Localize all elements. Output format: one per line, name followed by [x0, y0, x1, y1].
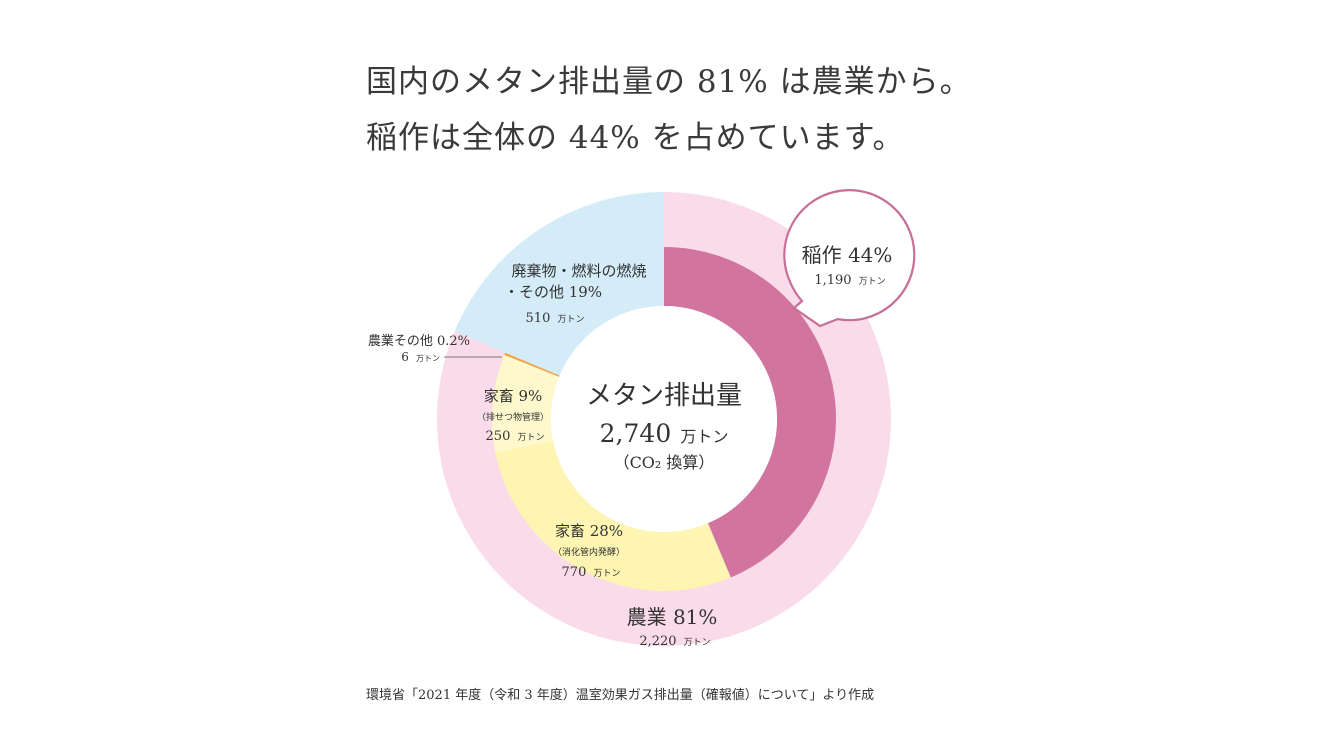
manure-unit: 万トン	[517, 433, 544, 443]
agri-other-label: 農業その他 0.2%	[368, 333, 470, 349]
waste-unit: 万トン	[557, 315, 584, 325]
headline-line-1: 国内のメタン排出量の 81% は農業から。	[366, 64, 972, 100]
center-total-unit: 万トン	[680, 427, 728, 446]
rice-callout-bubble	[783, 189, 916, 328]
waste-label-line1: 廃棄物・燃料の燃焼	[511, 262, 646, 280]
inner-segment-agri_other	[504, 352, 560, 377]
donut-center-hole	[551, 306, 777, 532]
manure-sub: （排せつ物管理）	[477, 411, 549, 423]
enteric-label: 家畜 28%	[555, 522, 623, 540]
manure-value: 250	[486, 429, 511, 444]
outer-agri-unit: 万トン	[684, 638, 711, 648]
agri-other-value: 6	[401, 350, 409, 364]
outer-segment-1	[454, 192, 664, 354]
agri-other-unit: 万トン	[416, 354, 440, 363]
rice-callout-label: 稲作 44%	[802, 243, 893, 267]
waste-value: 510	[526, 311, 551, 326]
inner-segment-enteric	[495, 440, 731, 591]
outer-agri-label: 農業 81%	[627, 605, 718, 629]
rice-callout: 稲作 44% 1,190 万トン	[783, 189, 916, 328]
inner-segment-waste	[505, 247, 664, 376]
manure-amount: 250 万トン	[486, 425, 545, 444]
headline-line-2: 稲作は全体の 44% を占めています。	[366, 120, 905, 156]
outer-agri-amount: 2,220 万トン	[639, 630, 710, 649]
center-title: メタン排出量	[586, 381, 742, 411]
outer-agri-value: 2,220	[639, 634, 676, 649]
center-note: （CO₂ 換算）	[614, 453, 715, 472]
center-total: 2,740 万トン	[600, 419, 729, 448]
enteric-amount: 770 万トン	[562, 561, 621, 580]
rice-callout-amount: 1,190 万トン	[814, 269, 885, 288]
center-total-value: 2,740	[600, 419, 672, 448]
enteric-value: 770	[562, 565, 587, 580]
waste-amount: 510 万トン	[526, 307, 585, 326]
manure-label: 家畜 9%	[484, 387, 543, 405]
headline: 国内のメタン排出量の 81% は農業から。 稲作は全体の 44% を占めています…	[366, 54, 972, 166]
rice-callout-unit: 万トン	[859, 277, 886, 287]
enteric-unit: 万トン	[593, 569, 620, 579]
source-citation: 環境省「2021 年度（令和 3 年度）温室効果ガス排出量（確報値）について」よ…	[366, 688, 875, 703]
rice-callout-value: 1,190	[814, 273, 851, 288]
waste-label-line2: ・その他 19%	[504, 283, 602, 301]
agri-other-amount: 6 万トン	[401, 346, 440, 365]
inner-segment-rice	[664, 247, 836, 578]
inner-segment-manure	[492, 354, 560, 453]
enteric-sub: （消化管内発酵）	[553, 546, 625, 558]
